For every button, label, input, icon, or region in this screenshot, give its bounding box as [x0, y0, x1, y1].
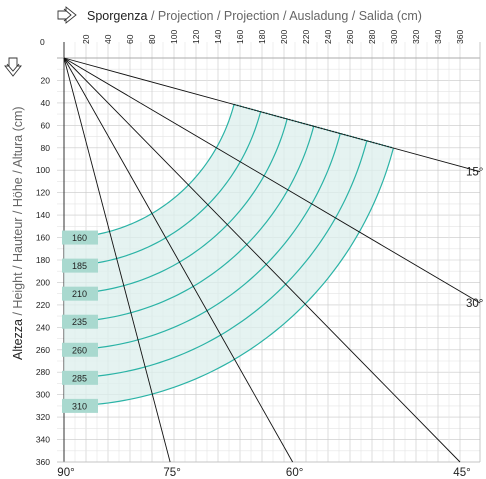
y-tick-label: 320 [36, 412, 50, 422]
y-axis-title: Altezza / Height / Hauteur / Höhe / Altu… [11, 106, 25, 360]
x-tick-label: 80 [147, 34, 157, 44]
angle-label: 75° [163, 467, 180, 479]
y-tick-label: 240 [36, 322, 50, 332]
x-axis-title: Sporgenza / Projection / Projection / Au… [87, 9, 422, 23]
angle-label: 45° [453, 467, 470, 479]
arm-arc [63, 140, 368, 379]
y-tick-label: 260 [36, 345, 50, 355]
arm-arc [63, 133, 341, 351]
x-tick-label: 240 [323, 30, 333, 44]
angle-label: 15° [466, 167, 483, 179]
x-tick-label: 40 [103, 34, 113, 44]
y-tick-label: 120 [36, 188, 50, 198]
y-tick-label: 140 [36, 210, 50, 220]
angle-label: 30° [466, 298, 483, 310]
arm-length-label-bg [62, 230, 98, 245]
y-tick-label: 60 [41, 120, 51, 130]
x-tick-label: 140 [213, 30, 223, 44]
outline-arrow-right-icon [57, 6, 77, 24]
angle-ray [63, 57, 481, 173]
y-tick-label: 220 [36, 300, 50, 310]
arm-length-label: 235 [72, 317, 87, 327]
y-tick-label: 300 [36, 390, 50, 400]
x-tick-labels: 0 20 40 60 80 100 120 140 160 180 200 220 240 260 280 3… [40, 30, 465, 47]
arm-length-label-bg [62, 258, 98, 273]
arm-arc [63, 147, 394, 407]
x-tick-label: 360 [455, 30, 465, 44]
arm-length-label-bg [62, 342, 98, 357]
coverage-band-fill [64, 104, 394, 406]
x-tick-label: 260 [345, 30, 355, 44]
y-tick-label: 100 [36, 165, 50, 175]
angle-label: 60° [286, 467, 303, 479]
arm-length-label: 160 [72, 233, 87, 243]
x-tick-label: 220 [301, 30, 311, 44]
y-tick-label: 20 [41, 75, 51, 85]
y-tick-label: 40 [41, 98, 51, 108]
arm-length-label-bg [62, 286, 98, 301]
x-tick-label: 20 [81, 34, 91, 44]
arm-arc [63, 126, 315, 323]
angle-ray [63, 57, 171, 463]
y-tick-label: 340 [36, 435, 50, 445]
arm-arc [63, 118, 288, 295]
x-tick-label: 300 [389, 30, 399, 44]
x-tick-label: 0 [40, 37, 45, 47]
x-tick-label: 120 [191, 30, 201, 44]
x-tick-label: 280 [367, 30, 377, 44]
outline-arrow-down-icon [4, 57, 22, 77]
x-tick-label: 200 [279, 30, 289, 44]
angle-ray [63, 57, 294, 463]
arm-length-label-bg [62, 370, 98, 385]
angle-rays [63, 57, 481, 463]
arm-length-label: 310 [72, 401, 87, 411]
angle-labels: 15° 30° 45° 60° 75° 90° [57, 167, 483, 479]
angle-label: 90° [57, 467, 74, 479]
arm-length-labels: 160 185 210 235 260 285 310 [62, 230, 98, 413]
x-tick-label: 60 [125, 34, 135, 44]
y-tick-label: 80 [41, 143, 51, 153]
x-tick-label: 340 [433, 30, 443, 44]
y-tick-label: 180 [36, 255, 50, 265]
y-tick-label: 200 [36, 277, 50, 287]
arm-length-label: 260 [72, 345, 87, 355]
arm-length-label: 210 [72, 289, 87, 299]
y-tick-label: 360 [36, 457, 50, 467]
y-axis-title-rest: / Height / Hauteur / Höhe / Altura (cm) [11, 106, 25, 319]
arm-length-label: 185 [72, 261, 87, 271]
arm-length-label-bg [62, 314, 98, 329]
y-tick-label: 160 [36, 233, 50, 243]
arm-arc [63, 111, 262, 267]
angle-ray [63, 57, 461, 463]
x-axis-title-rest: / Projection / Projection / Ausladung / … [147, 9, 421, 23]
y-tick-labels: 20 40 60 80 100 120 140 160 180 200 220 240 260 280 30… [36, 75, 50, 467]
angle-ray [63, 57, 481, 304]
arm-arc [63, 104, 235, 239]
x-tick-label: 320 [411, 30, 421, 44]
x-tick-label: 160 [235, 30, 245, 44]
coverage-band [64, 103, 394, 406]
x-tick-label: 180 [257, 30, 267, 44]
x-tick-label: 100 [169, 30, 179, 44]
arm-length-label-bg [62, 398, 98, 413]
arm-length-label: 285 [72, 373, 87, 383]
y-tick-label: 280 [36, 367, 50, 377]
y-axis-title-main: Altezza [11, 319, 25, 360]
x-axis-title-main: Sporgenza [87, 9, 148, 23]
arm-arcs [63, 104, 394, 407]
